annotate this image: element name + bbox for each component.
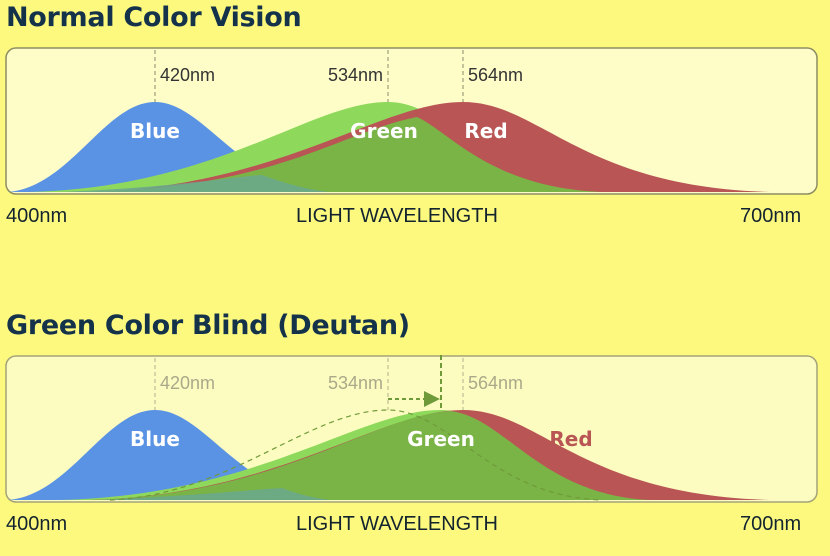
green-curve-label: Green (350, 119, 418, 143)
marker-label-564: 564nm (468, 373, 523, 393)
red-curve-label: Red (464, 119, 507, 143)
axis-title: LIGHT WAVELENGTH (296, 205, 498, 227)
axis-max-label: 700nm (740, 513, 802, 535)
blue-curve-label: Blue (130, 119, 180, 143)
blue-curve-label: Blue (130, 427, 180, 451)
axis-max-label: 700nm (740, 205, 802, 227)
green-red-overlap (90, 117, 600, 192)
marker-label-420: 420nm (160, 373, 215, 393)
marker-label-564: 564nm (468, 65, 523, 85)
original-green-outline (109, 409, 601, 501)
green-red-overlap (90, 411, 650, 500)
marker-label-420: 420nm (160, 65, 215, 85)
blue-green-overlap (100, 488, 330, 500)
normal-vision-panel: 420nm 534nm 564nm Blue Green Red 400nm L… (0, 47, 830, 227)
red-curve-label: Red (549, 427, 592, 451)
deutan-diagram: 420nm 534nm 564nm Blue Green Red (5, 355, 818, 503)
deutan-title: Green Color Blind (Deutan) (6, 310, 410, 341)
axis-min-label: 400nm (6, 205, 68, 227)
marker-label-534: 534nm (328, 65, 383, 85)
axis-min-label: 400nm (6, 513, 68, 535)
marker-label-534: 534nm (328, 373, 383, 393)
normal-vision-diagram: 420nm 534nm 564nm Blue Green Red (5, 47, 818, 195)
normal-vision-title: Normal Color Vision (6, 2, 302, 33)
blue-green-overlap (60, 175, 330, 192)
shift-arrow-head (424, 391, 440, 407)
deutan-panel: 420nm 534nm 564nm Blue Green Red 400nm L… (0, 355, 830, 535)
axis-title: LIGHT WAVELENGTH (296, 513, 498, 535)
green-curve-label: Green (407, 427, 475, 451)
